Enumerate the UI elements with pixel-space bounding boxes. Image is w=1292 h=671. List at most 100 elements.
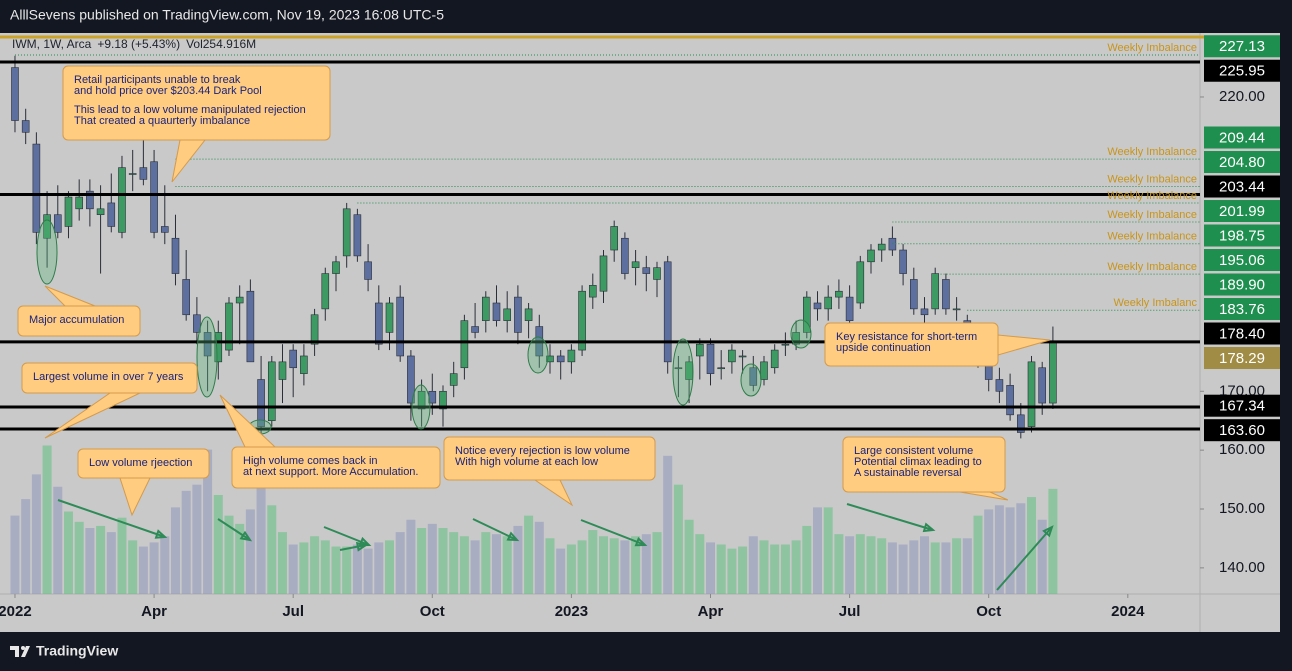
price-level-box xyxy=(1204,175,1280,198)
candle-body xyxy=(995,379,1004,392)
footer-brand: TradingView xyxy=(36,643,118,659)
candle-body xyxy=(567,349,576,363)
volume-bar xyxy=(909,540,919,594)
legend: IWM, 1W, Arca +9.18 (+5.43%) Vol254.916M xyxy=(12,37,256,51)
volume-bar xyxy=(631,536,641,594)
candle-body xyxy=(407,355,415,404)
callout-text: at next support. More Accumulation. xyxy=(243,466,418,478)
price-level-box xyxy=(1204,35,1280,58)
y-tick-label: 220.00 xyxy=(1219,88,1265,105)
candle-body xyxy=(203,332,212,357)
volume-bar xyxy=(10,515,20,594)
volume-bar xyxy=(845,536,855,594)
volume-bar xyxy=(887,542,897,594)
candle-body xyxy=(588,285,597,298)
candle-body xyxy=(802,296,811,333)
volume-bar xyxy=(320,540,330,594)
volume-bar xyxy=(42,445,52,594)
candle-body xyxy=(449,373,458,386)
candle-body xyxy=(717,367,725,370)
candle-body xyxy=(621,237,629,274)
candle-body xyxy=(385,302,394,333)
candle-body xyxy=(503,308,511,321)
candle-body xyxy=(96,208,105,216)
candle-body xyxy=(193,314,201,333)
callout-text: Low volume rjeection xyxy=(89,457,192,469)
volume-bar xyxy=(417,528,427,594)
volume-bar xyxy=(1048,488,1058,594)
y-tick-label: 160.00 xyxy=(1219,441,1265,458)
volume-bar xyxy=(780,544,790,594)
candle-body xyxy=(267,361,276,422)
volume-bar xyxy=(802,525,812,594)
accumulation-marker xyxy=(790,319,812,349)
volume-bar xyxy=(898,544,908,594)
volume-bar xyxy=(299,542,309,594)
candle-body xyxy=(32,143,41,233)
candle-body xyxy=(899,249,907,274)
candle-body xyxy=(278,361,287,380)
candle-body xyxy=(952,308,961,311)
volume-bar xyxy=(598,536,608,594)
volume-bar xyxy=(438,528,448,594)
callout-text: Retail participants unable to break xyxy=(74,74,241,86)
y-tick-label: 140.00 xyxy=(1219,559,1265,576)
callout-box xyxy=(21,362,198,394)
callout-text: High volume comes back in xyxy=(243,455,378,467)
volume-bar xyxy=(1037,519,1047,594)
volume-bar xyxy=(395,532,405,594)
volume-bar xyxy=(930,542,940,594)
candle-body xyxy=(910,279,918,310)
trend-arrow-head xyxy=(355,541,369,552)
volume-bar xyxy=(170,507,180,594)
price-level-box xyxy=(1204,200,1280,223)
trend-arrow xyxy=(339,544,367,551)
callout-box xyxy=(17,305,141,337)
candle-body xyxy=(160,226,169,233)
volume-bar xyxy=(1027,497,1037,594)
volume-bar xyxy=(952,538,962,594)
volume-bar xyxy=(748,536,758,594)
trend-arrow xyxy=(846,503,934,531)
trend-arrow xyxy=(217,518,251,541)
volume-bar xyxy=(96,525,106,594)
candle-body xyxy=(53,214,62,233)
price-level-label: 209.44 xyxy=(1219,129,1265,146)
price-level-box xyxy=(1204,322,1280,345)
candle-body xyxy=(514,296,522,333)
price-level-label: 201.99 xyxy=(1219,203,1265,220)
candle-body xyxy=(460,320,469,369)
volume-bar xyxy=(673,484,683,594)
volume-bar xyxy=(524,515,534,594)
price-level-label: 198.75 xyxy=(1219,227,1265,244)
price-level-label: 204.80 xyxy=(1219,154,1265,171)
candle-body xyxy=(546,355,554,363)
trend-arrow xyxy=(580,519,646,546)
volume-bar xyxy=(577,540,587,594)
candle-body xyxy=(792,332,800,345)
price-level-label: 163.60 xyxy=(1219,422,1265,439)
volume-bar xyxy=(727,548,737,594)
callout-text: A sustainable reversal xyxy=(854,467,962,479)
candle-body xyxy=(321,273,330,310)
price-level-label: 183.76 xyxy=(1219,301,1265,318)
imbalance-note: Weekly Imbalance xyxy=(1107,261,1197,273)
volume-bar xyxy=(181,490,191,594)
volume-bar xyxy=(812,507,822,594)
candle-body xyxy=(706,343,715,374)
trend-arrow-head xyxy=(1042,525,1054,538)
volume-bar xyxy=(384,540,394,594)
candle-body xyxy=(342,208,351,257)
price-level-box xyxy=(1204,249,1280,272)
candle-body xyxy=(246,290,255,363)
volume-bar xyxy=(138,546,148,594)
candle-body xyxy=(1049,342,1057,404)
x-tick-label: Apr xyxy=(141,603,167,620)
price-level-label: 195.06 xyxy=(1219,252,1265,269)
volume-bar xyxy=(213,495,223,594)
accumulation-marker xyxy=(36,219,58,285)
volume-bar xyxy=(74,521,84,594)
publish-header: AlllSevens published on TradingView.com,… xyxy=(10,7,444,23)
volume-bar xyxy=(288,544,298,594)
volume-bar xyxy=(128,540,138,594)
